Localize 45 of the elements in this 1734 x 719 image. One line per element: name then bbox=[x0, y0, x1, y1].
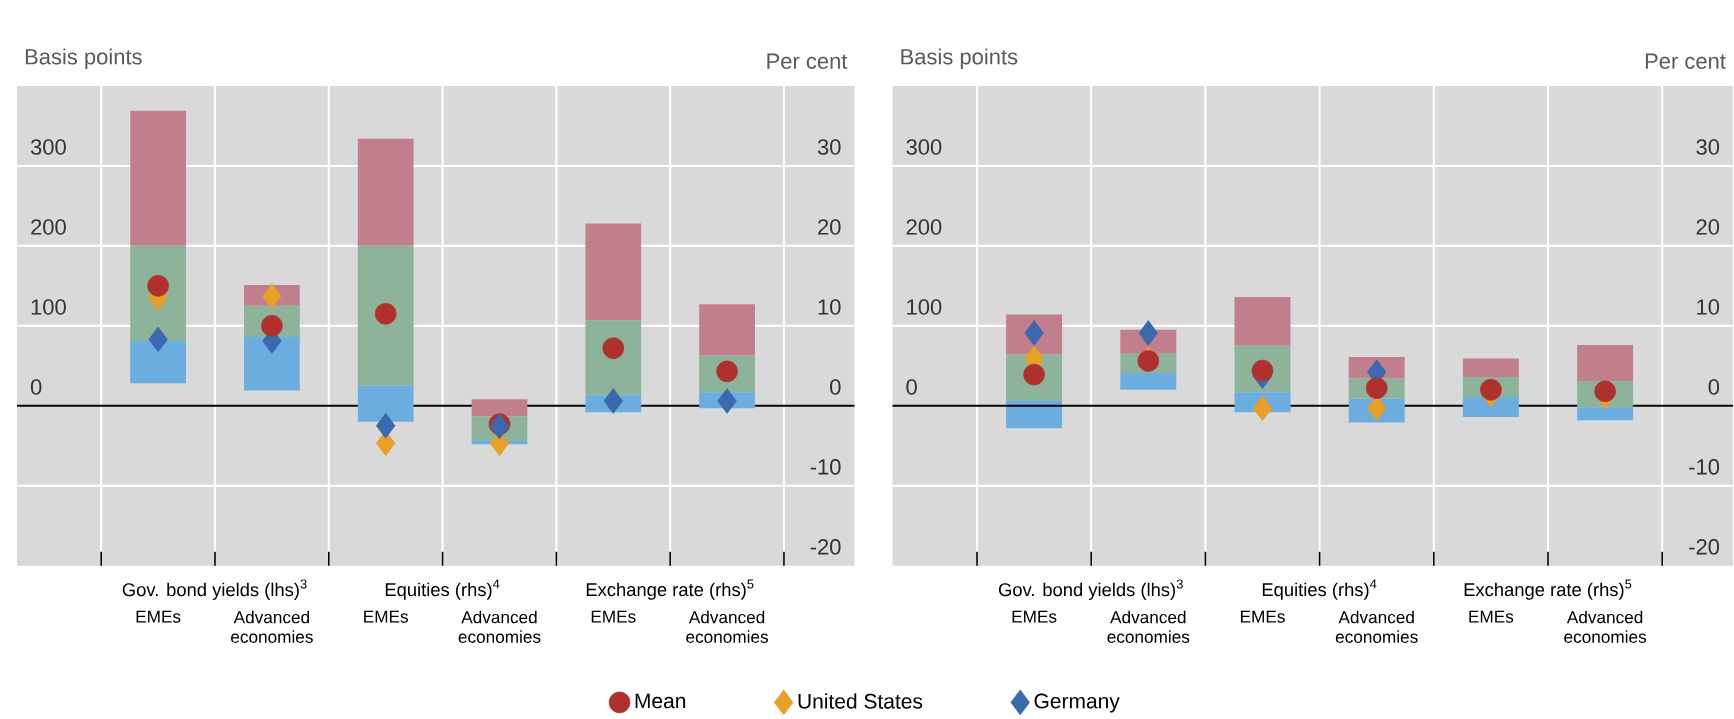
x-tick-label: Advanced economies bbox=[231, 610, 313, 643]
y2-tick-label: -10 bbox=[1689, 458, 1720, 475]
text: Equities (rhs)$^{4}$ bbox=[1262, 579, 1377, 600]
legend-label: Germany bbox=[1034, 693, 1120, 713]
x-tick-label: EMEs bbox=[136, 610, 181, 623]
y-tick-label: 100 bbox=[31, 298, 66, 315]
y2-tick-label: 0 bbox=[830, 378, 841, 395]
y2-tick-label: -10 bbox=[810, 458, 841, 475]
x-tick-label: Advanced economies bbox=[1564, 610, 1647, 643]
y-tick-label: 100 bbox=[907, 298, 942, 315]
text: Exchange rate (rhs)$^{5}$ bbox=[1464, 579, 1632, 600]
legend-label: Mean bbox=[635, 693, 686, 709]
y-axis-title: Basis points bbox=[25, 48, 142, 69]
y-tick-label: 300 bbox=[30, 139, 66, 155]
y-tick-label: 200 bbox=[31, 219, 66, 235]
y2-axis-title: Per cent bbox=[1645, 53, 1726, 69]
y-tick-label: 200 bbox=[906, 219, 942, 235]
x-tick-label: Advanced economies bbox=[686, 610, 768, 643]
text: Equities (rhs)$^{4}$ bbox=[385, 579, 500, 600]
y2-axis-title: Per cent bbox=[767, 53, 848, 69]
y2-tick-label: 10 bbox=[1697, 298, 1720, 315]
x-tick-label: Advanced economies bbox=[1107, 610, 1190, 643]
y2-tick-label: -20 bbox=[810, 538, 841, 555]
y2-tick-label: -20 bbox=[1689, 538, 1720, 555]
y-tick-label: 0 bbox=[30, 378, 42, 395]
y2-tick-label: 20 bbox=[818, 219, 841, 235]
text: Exchange rate (rhs)$^{5}$ bbox=[586, 579, 754, 600]
y-tick-label: 0 bbox=[906, 378, 917, 395]
y2-tick-label: 30 bbox=[1696, 139, 1720, 155]
x-tick-label: Advanced economies bbox=[1335, 610, 1418, 643]
legend-label: United States bbox=[798, 693, 923, 709]
x-tick-label: EMEs bbox=[591, 610, 636, 623]
y2-tick-label: 20 bbox=[1696, 219, 1720, 235]
text: Gov. bond yields (lhs)$^{3}$ bbox=[998, 579, 1183, 600]
y-axis-title: Basis points bbox=[901, 48, 1018, 69]
y-tick-label: 300 bbox=[906, 139, 942, 155]
x-tick-label: EMEs bbox=[1012, 610, 1057, 623]
x-tick-label: EMEs bbox=[364, 610, 408, 623]
x-tick-label: EMEs bbox=[1469, 610, 1514, 623]
y2-tick-label: 0 bbox=[1708, 378, 1720, 395]
x-tick-label: EMEs bbox=[1240, 610, 1285, 623]
text: Gov. bond yields (lhs)$^{3}$ bbox=[122, 579, 307, 600]
y2-tick-label: 30 bbox=[817, 139, 841, 155]
y2-tick-label: 10 bbox=[818, 298, 841, 315]
x-tick-label: Advanced economies bbox=[458, 610, 541, 643]
